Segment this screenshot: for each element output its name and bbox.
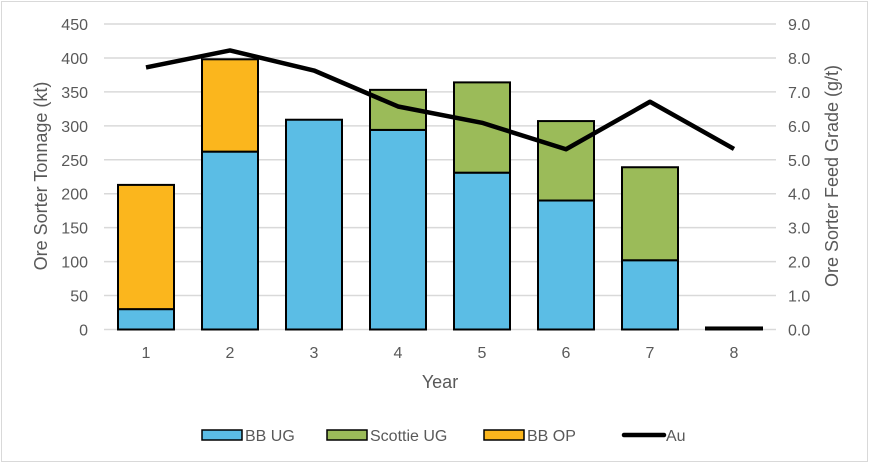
y-tick-label: 50 — [70, 289, 88, 306]
bar-bb-ug — [285, 118, 343, 331]
y-tick-label: 250 — [61, 153, 88, 170]
y2-tick-label: 7.0 — [788, 85, 810, 102]
y2-tick-label: 3.0 — [788, 221, 810, 238]
legend-item: BB OP — [483, 428, 576, 445]
bar-bb-op — [201, 58, 259, 153]
y-axis-left-ticks: 0 50 100 150 200 250 300 350 400 450 — [61, 17, 88, 340]
y2-tick-label: 9.0 — [788, 17, 810, 34]
bar-scottie-ug — [537, 120, 595, 202]
bar-bb-ug — [117, 308, 175, 331]
y-tick-label: 200 — [61, 187, 88, 204]
y2-tick-label: 6.0 — [788, 119, 810, 136]
y2-tick-label: 4.0 — [788, 187, 810, 204]
legend-label: BB UG — [245, 428, 295, 445]
y2-tick-label: 5.0 — [788, 153, 810, 170]
bar-bb-ug — [369, 128, 427, 331]
legend-swatch — [483, 429, 525, 441]
legend-label: Scottie UG — [370, 428, 447, 445]
x-axis-title: Year — [422, 372, 458, 392]
bar-scottie-ug — [621, 166, 679, 262]
x-tick-label: 1 — [142, 345, 151, 362]
y2-tick-label: 8.0 — [788, 51, 810, 68]
bar-bb-ug — [201, 150, 259, 331]
bar-scottie-ug — [705, 326, 763, 331]
x-tick-label: 3 — [310, 345, 319, 362]
y-tick-label: 100 — [61, 255, 88, 272]
y-axis-right-title: Ore Sorter Feed Grade (g/t) — [822, 65, 842, 287]
legend-item: Au — [621, 428, 686, 445]
x-tick-label: 4 — [394, 345, 403, 362]
x-tick-label: 7 — [646, 345, 655, 362]
au-line — [145, 48, 736, 152]
x-tick-label: 5 — [478, 345, 487, 362]
legend-label: Au — [666, 428, 686, 445]
bar-bb-op — [117, 183, 175, 311]
legend-item: BB UG — [201, 428, 295, 445]
y-tick-label: 400 — [61, 51, 88, 68]
bar-bb-ug — [621, 259, 679, 331]
x-tick-label: 2 — [226, 345, 235, 362]
bar-bb-ug — [453, 171, 511, 331]
y-tick-label: 450 — [61, 17, 88, 34]
y-tick-label: 300 — [61, 119, 88, 136]
legend-swatch — [326, 429, 368, 441]
line-au — [145, 48, 736, 152]
x-tick-label: 8 — [730, 345, 739, 362]
bars — [117, 58, 763, 331]
y2-tick-label: 1.0 — [788, 289, 810, 306]
x-tick-label: 6 — [562, 345, 571, 362]
y-axis-left-title: Ore Sorter Tonnage (kt) — [31, 82, 51, 271]
y-tick-label: 350 — [61, 85, 88, 102]
y2-tick-label: 0.0 — [788, 323, 810, 340]
bar-bb-ug — [537, 199, 595, 331]
legend: BB UG Scottie UG BB OP Au — [201, 428, 686, 445]
legend-label: BB OP — [527, 428, 576, 445]
y2-tick-label: 2.0 — [788, 255, 810, 272]
legend-swatch — [201, 429, 243, 441]
legend-item: Scottie UG — [326, 428, 447, 445]
x-axis-ticks: 1 2 3 4 5 6 7 8 — [142, 345, 739, 362]
y-tick-label: 150 — [61, 221, 88, 238]
y-tick-label: 0 — [79, 323, 88, 340]
y-axis-right-ticks: 0.0 1.0 2.0 3.0 4.0 5.0 6.0 7.0 8.0 9.0 — [788, 17, 810, 340]
